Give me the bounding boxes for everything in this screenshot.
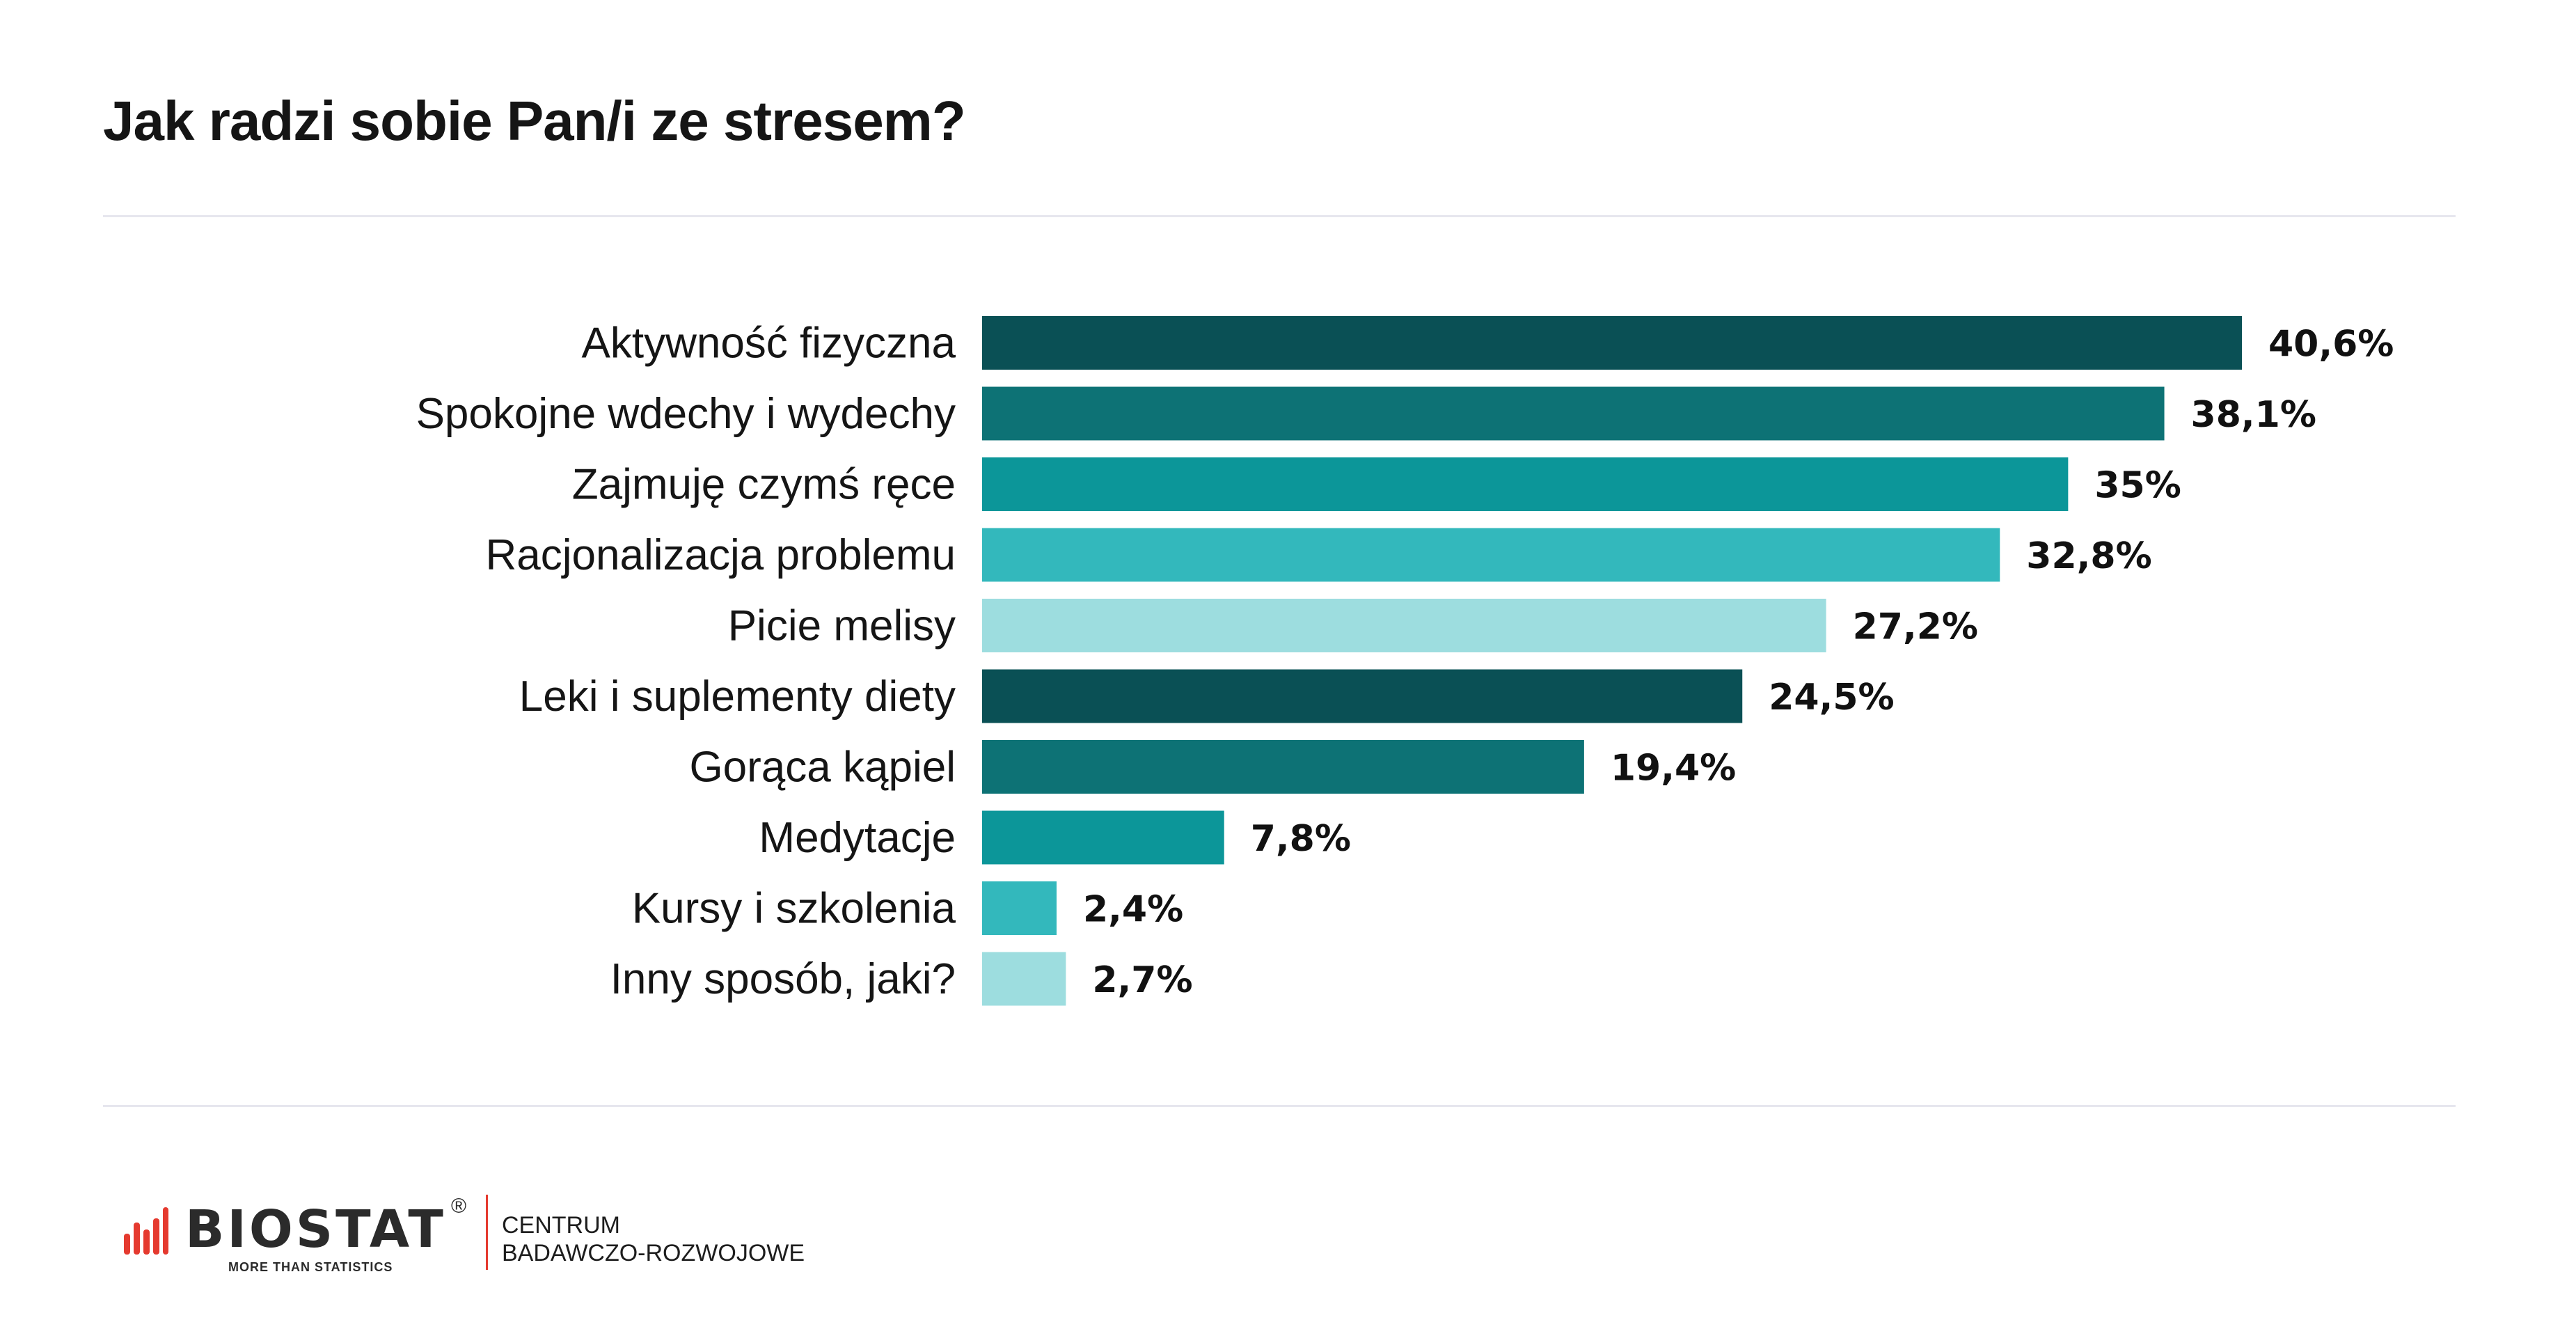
top-divider [103, 215, 2456, 217]
bar [982, 528, 2000, 582]
bar [982, 386, 2165, 441]
bar [982, 952, 1066, 1006]
brand-tagline: MORE THAN STATISTICS [228, 1260, 393, 1274]
bar [982, 669, 1743, 723]
value-label: 24,5% [1769, 677, 1894, 718]
bar [982, 740, 1584, 794]
value-label: 2,4% [1083, 889, 1183, 931]
bar [982, 599, 1826, 652]
value-label: 40,6% [2268, 324, 2394, 366]
chart-title: Jak radzi sobie Pan/i ze stresem? [103, 90, 966, 152]
bars-logo-icon [124, 1207, 168, 1255]
category-label: Zajmuję czymś ręce [572, 461, 956, 509]
value-label: 2,7% [1092, 959, 1192, 1001]
category-label: Inny sposób, jaki? [610, 955, 956, 1003]
bar [982, 881, 1057, 935]
category-label: Racjonalizacja problemu [486, 531, 956, 579]
category-label: Aktywność fizyczna [581, 320, 956, 368]
bar [982, 316, 2242, 370]
value-label: 7,8% [1251, 818, 1351, 860]
value-label: 19,4% [1611, 748, 1736, 789]
value-label: 38,1% [2191, 394, 2316, 436]
centre-name: CENTRUM BADAWCZO-ROZWOJOWE [502, 1211, 805, 1267]
category-label: Picie melisy [728, 602, 956, 650]
category-label: Leki i suplementy diety [519, 673, 956, 721]
category-label: Spokojne wdechy i wydechy [416, 390, 956, 438]
centre-line-1: CENTRUM [502, 1212, 620, 1239]
logo-separator [486, 1195, 488, 1270]
value-label: 27,2% [1853, 606, 1978, 648]
category-label: Kursy i szkolenia [632, 885, 956, 933]
value-label: 32,8% [2026, 535, 2151, 577]
centre-line-2: BADAWCZO-ROZWOJOWE [502, 1240, 805, 1266]
brand-name: BIOSTAT [185, 1200, 446, 1259]
bar [982, 810, 1224, 865]
bottom-divider [103, 1105, 2456, 1107]
bar [982, 457, 2069, 511]
category-label: Gorąca kąpiel [689, 744, 956, 792]
biostat-logo: BIOSTAT ® MORE THAN STATISTICS CENTRUM B… [124, 1195, 855, 1281]
category-label: Medytacje [759, 814, 956, 862]
registered-mark: ® [451, 1195, 467, 1218]
value-label: 35% [2094, 465, 2181, 507]
